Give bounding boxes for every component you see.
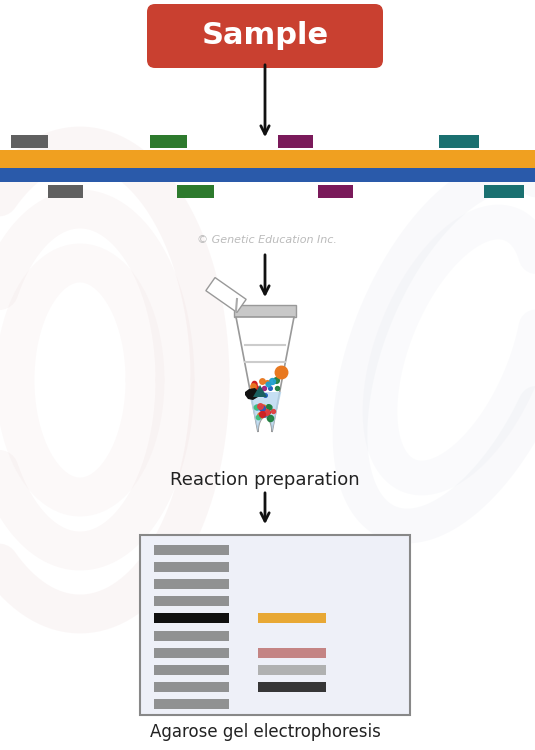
Polygon shape [245, 388, 259, 400]
Polygon shape [253, 385, 267, 397]
Bar [48, 185, 83, 198]
Polygon shape [236, 317, 294, 432]
FancyBboxPatch shape [147, 4, 383, 68]
Polygon shape [206, 278, 246, 313]
Bar [258, 648, 326, 658]
Bar [318, 185, 353, 198]
Text: © Genetic Education Inc.: © Genetic Education Inc. [197, 235, 337, 245]
Bar [154, 631, 229, 640]
Bar [154, 545, 229, 555]
Bar [140, 535, 410, 715]
Bar [11, 135, 48, 148]
Bar [150, 135, 187, 148]
Bar [154, 614, 229, 623]
Text: Agarose gel electrophoresis: Agarose gel electrophoresis [150, 723, 380, 741]
Bar [439, 135, 479, 148]
Bar [234, 305, 296, 317]
Bar [258, 664, 326, 675]
Bar [177, 185, 214, 198]
Bar [0, 150, 535, 168]
Bar [484, 185, 524, 198]
Bar [258, 682, 326, 692]
Bar [154, 579, 229, 590]
Bar [0, 168, 535, 182]
Bar [278, 135, 313, 148]
Bar [154, 682, 229, 692]
Bar [154, 562, 229, 572]
Bar [258, 614, 326, 623]
Bar [154, 699, 229, 709]
Bar [154, 664, 229, 675]
Text: Reaction preparation: Reaction preparation [170, 471, 360, 489]
Text: Sample: Sample [202, 22, 328, 50]
Bar [154, 648, 229, 658]
Polygon shape [249, 392, 281, 432]
Bar [154, 596, 229, 606]
